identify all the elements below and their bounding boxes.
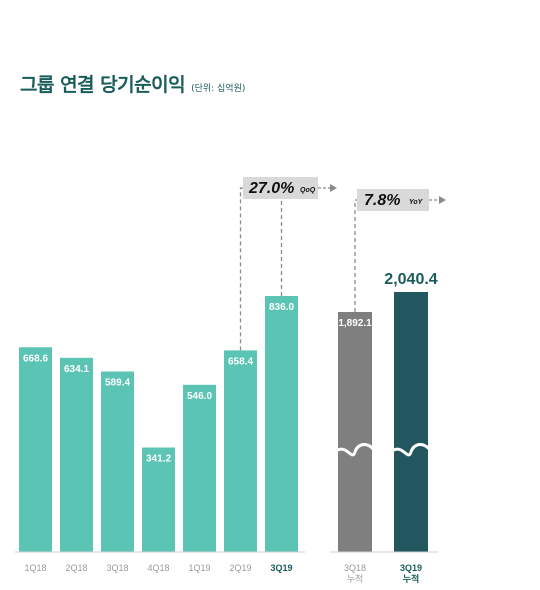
tick-1Q19: 1Q19 bbox=[188, 563, 210, 573]
axis-break-1 bbox=[389, 443, 433, 457]
tick-cum-0-line2: 누적 bbox=[347, 573, 364, 584]
bar-label-3Q18: 589.4 bbox=[105, 378, 130, 389]
bar-label-3Q19: 836.0 bbox=[269, 302, 294, 313]
tick-2Q18: 2Q18 bbox=[65, 563, 87, 573]
bar-4Q18 bbox=[142, 447, 175, 552]
bar-label-2Q19: 658.4 bbox=[228, 356, 253, 367]
bar-3Q18 bbox=[101, 371, 134, 552]
tick-cum-1-line2: 누적 bbox=[403, 573, 420, 584]
cum-label-0: 1,892.1 bbox=[338, 318, 372, 329]
bar-2Q18 bbox=[60, 357, 93, 552]
unit-label: (단위: 십억원) bbox=[191, 84, 246, 94]
tick-3Q18: 3Q18 bbox=[106, 563, 128, 573]
bar-1Q18 bbox=[19, 347, 52, 552]
title-group: 그룹 연결 당기순이익 (단위: 십억원) bbox=[20, 70, 245, 97]
page-title: 그룹 연결 당기순이익 bbox=[20, 74, 186, 96]
tick-4Q18: 4Q18 bbox=[147, 563, 169, 573]
tick-3Q19: 3Q19 bbox=[270, 563, 292, 573]
yoy-connector bbox=[354, 199, 357, 312]
tick-cum-1-line1: 3Q19 bbox=[400, 563, 422, 573]
qoq-value: 27.0% bbox=[248, 180, 294, 197]
bar-label-1Q18: 668.6 bbox=[23, 353, 48, 364]
yoy-label: YoY bbox=[409, 199, 424, 206]
tick-1Q18: 1Q18 bbox=[24, 563, 46, 573]
tick-2Q19: 2Q19 bbox=[229, 563, 251, 573]
cum-bar-0 bbox=[338, 312, 372, 552]
bar-1Q19 bbox=[183, 384, 216, 552]
cum-label-1: 2,040.4 bbox=[384, 271, 437, 288]
yoy-value: 7.8% bbox=[364, 192, 400, 209]
axis-break-0 bbox=[333, 443, 377, 457]
yoy-box bbox=[357, 189, 429, 211]
bar-2Q19 bbox=[224, 350, 257, 552]
bar-3Q19 bbox=[265, 296, 298, 552]
yoy-arrow-head bbox=[439, 196, 446, 204]
qoq-label: QoQ bbox=[300, 187, 316, 194]
qoq-arrow-head bbox=[330, 184, 337, 192]
bar-label-4Q18: 341.2 bbox=[146, 454, 171, 465]
qoq-box bbox=[243, 177, 318, 199]
cum-bar-1 bbox=[394, 292, 428, 552]
bar-label-1Q19: 546.0 bbox=[187, 391, 212, 402]
tick-cum-0-line1: 3Q18 bbox=[344, 563, 366, 573]
qoq-connector-left bbox=[239, 187, 243, 351]
bar-label-2Q18: 634.1 bbox=[64, 364, 89, 375]
